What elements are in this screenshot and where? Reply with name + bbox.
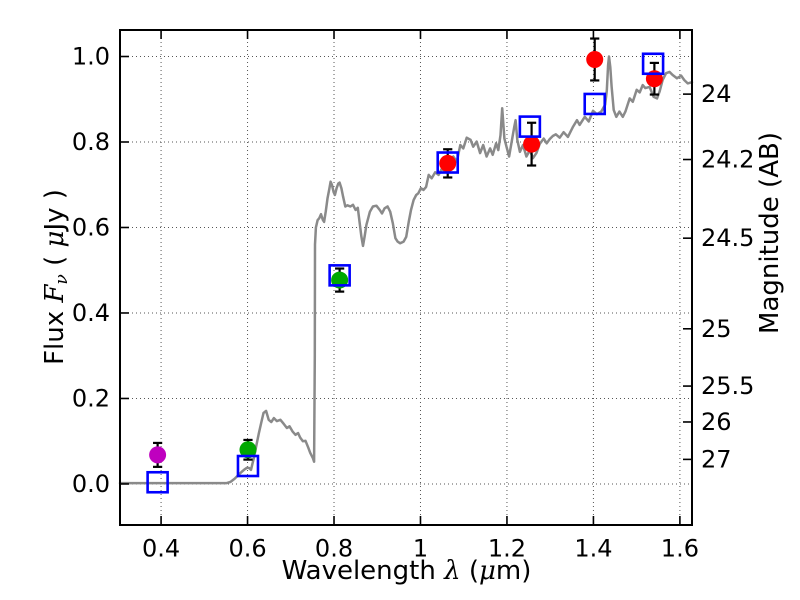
axis-title-fragment: Jy ) <box>39 189 70 231</box>
model-spectrum-line <box>118 55 694 485</box>
model-photometry-point <box>641 52 665 76</box>
observed-photometry-point <box>523 135 541 153</box>
model-photometry-point <box>518 115 542 138</box>
y-tick-label-magnitude: 24.5 <box>701 224 754 252</box>
y-tick-label-magnitude: 24 <box>701 80 732 108</box>
x-tick-label: 0.8 <box>315 535 353 563</box>
model-photometry-point <box>146 470 169 494</box>
observed-photometry-point <box>149 446 167 464</box>
y-tick-label-flux: 0.8 <box>72 128 110 156</box>
model-photometry-point <box>236 454 260 478</box>
y-tick-label-flux: 0.6 <box>72 213 110 241</box>
x-tick-label: 0.6 <box>228 535 266 563</box>
observed-photometry-point <box>239 441 257 459</box>
x-tick-label: 0.4 <box>142 535 180 563</box>
observed-photometry-point <box>586 50 604 68</box>
y-tick-label-flux: 1.0 <box>72 43 110 71</box>
y-tick-label-magnitude: 26 <box>701 408 732 436</box>
y-tick-label-magnitude: 25 <box>701 315 732 343</box>
x-tick-label: 1.6 <box>661 535 699 563</box>
observed-photometry-point <box>439 154 457 172</box>
x-tick-label: 1.2 <box>488 535 526 563</box>
y-tick-label-flux: 0.2 <box>72 384 110 412</box>
axis-title-fragment: m) <box>495 556 532 586</box>
x-tick-label: 1.4 <box>574 535 612 563</box>
y-axis-title-flux: Flux Fν ( μJy ) <box>40 189 72 365</box>
axis-title-fragment: μ <box>39 230 70 248</box>
x-tick-label: 1 <box>413 535 428 563</box>
y-tick-label-magnitude: 25.5 <box>701 372 754 400</box>
axis-title-fragment: ν <box>52 274 73 285</box>
y-tick-label-flux: 0.4 <box>72 299 110 327</box>
axes-frame <box>119 29 693 526</box>
y-axis-title-magnitude: Magnitude (AB) <box>755 132 785 334</box>
axis-title-fragment: F <box>39 284 70 303</box>
model-photometry-point <box>436 151 460 174</box>
y-tick-label-flux: 0.0 <box>72 470 110 498</box>
axis-title-fragment: Wavelength <box>281 556 445 586</box>
axis-title-fragment: ( <box>460 556 479 586</box>
y-tick-label-magnitude: 27 <box>701 445 732 473</box>
axis-title-fragment: ( <box>39 247 70 275</box>
axis-title-fragment: Flux <box>39 302 70 365</box>
model-photometry-point <box>328 264 351 287</box>
y-tick-label-magnitude: 24.2 <box>701 146 754 174</box>
model-photometry-point <box>583 92 607 116</box>
axis-title-fragment: λ <box>444 556 461 586</box>
x-axis-title: Wavelength λ (μm) <box>120 556 693 586</box>
axis-title-fragment: μ <box>479 556 496 586</box>
